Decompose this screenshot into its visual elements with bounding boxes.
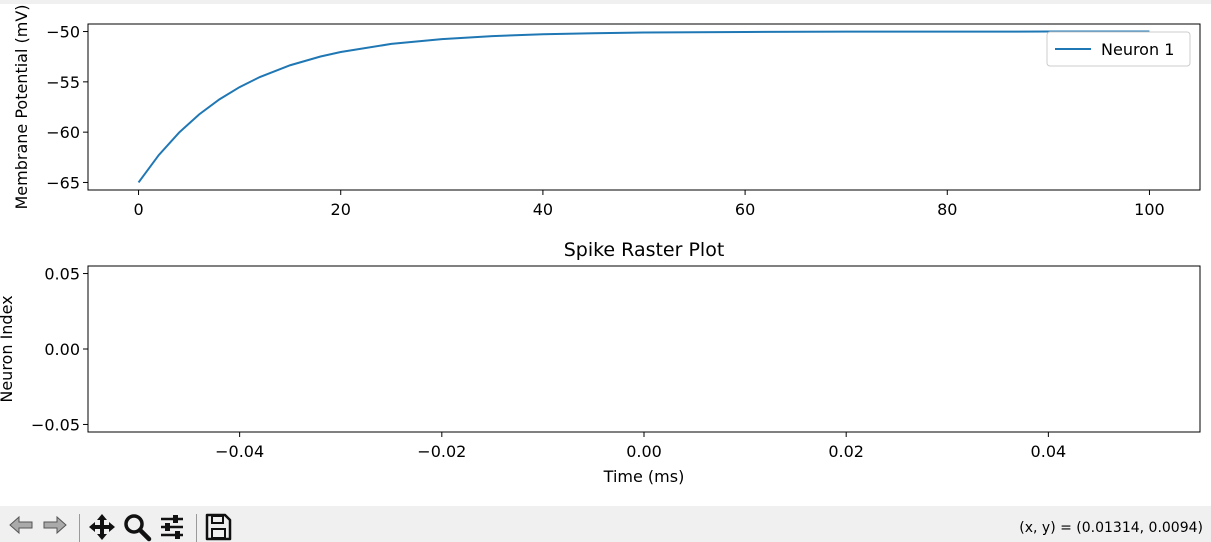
legend-entry: Neuron 1 (1101, 40, 1174, 59)
toolbar-separator (196, 514, 197, 542)
window-top-strip (0, 0, 1211, 4)
chart-title: Spike Raster Plot (564, 239, 725, 261)
forward-arrow-icon[interactable] (38, 512, 72, 542)
y-tick-label: −55 (46, 73, 80, 92)
toolbar-separator (79, 514, 80, 542)
legend-box (1046, 31, 1191, 67)
x-tick-label: 40 (533, 200, 553, 219)
x-tick-label: 60 (735, 200, 755, 219)
y-axis-label: Membrane Potential (mV) (12, 4, 31, 209)
series-line-1 (137, 30, 1150, 184)
configure-subplots-icon[interactable] (155, 512, 189, 542)
back-arrow-icon[interactable] (4, 512, 38, 542)
x-tick-label: −0.02 (417, 442, 466, 461)
x-tick-label: −0.04 (215, 442, 264, 461)
y-tick-label: −60 (46, 123, 80, 142)
x-tick-label: 20 (331, 200, 351, 219)
y-tick-label: −65 (46, 173, 80, 192)
pan-move-icon[interactable] (85, 512, 119, 542)
plot-frame-2 (87, 265, 1201, 433)
zoom-magnifier-icon[interactable] (120, 512, 154, 542)
navigation-toolbar: (x, y) = (0.01314, 0.0094) (0, 506, 1211, 542)
y-tick-label: 0.05 (44, 265, 80, 284)
x-tick-label: 80 (937, 200, 957, 219)
y-tick-label: 0.00 (44, 340, 80, 359)
save-floppy-icon[interactable] (201, 512, 235, 542)
x-tick-label: 0.04 (1031, 442, 1067, 461)
x-tick-label: 0.00 (626, 442, 662, 461)
y-axis-label: Neuron Index (0, 295, 16, 402)
plot-frame-1 (87, 23, 1201, 191)
x-tick-label: 0 (133, 200, 143, 219)
x-tick-label: 100 (1134, 200, 1165, 219)
cursor-coordinates-readout: (x, y) = (0.01314, 0.0094) (1019, 520, 1203, 536)
y-tick-label: −0.05 (31, 415, 80, 434)
figure-canvas: 0 20 40 60 80 100 −65 −60 −55 −50 Membrane Potenti… (0, 4, 1201, 486)
y-tick-label: −50 (46, 23, 80, 42)
x-tick-label: 0.02 (828, 442, 864, 461)
x-axis-label: Time (ms) (603, 467, 685, 486)
